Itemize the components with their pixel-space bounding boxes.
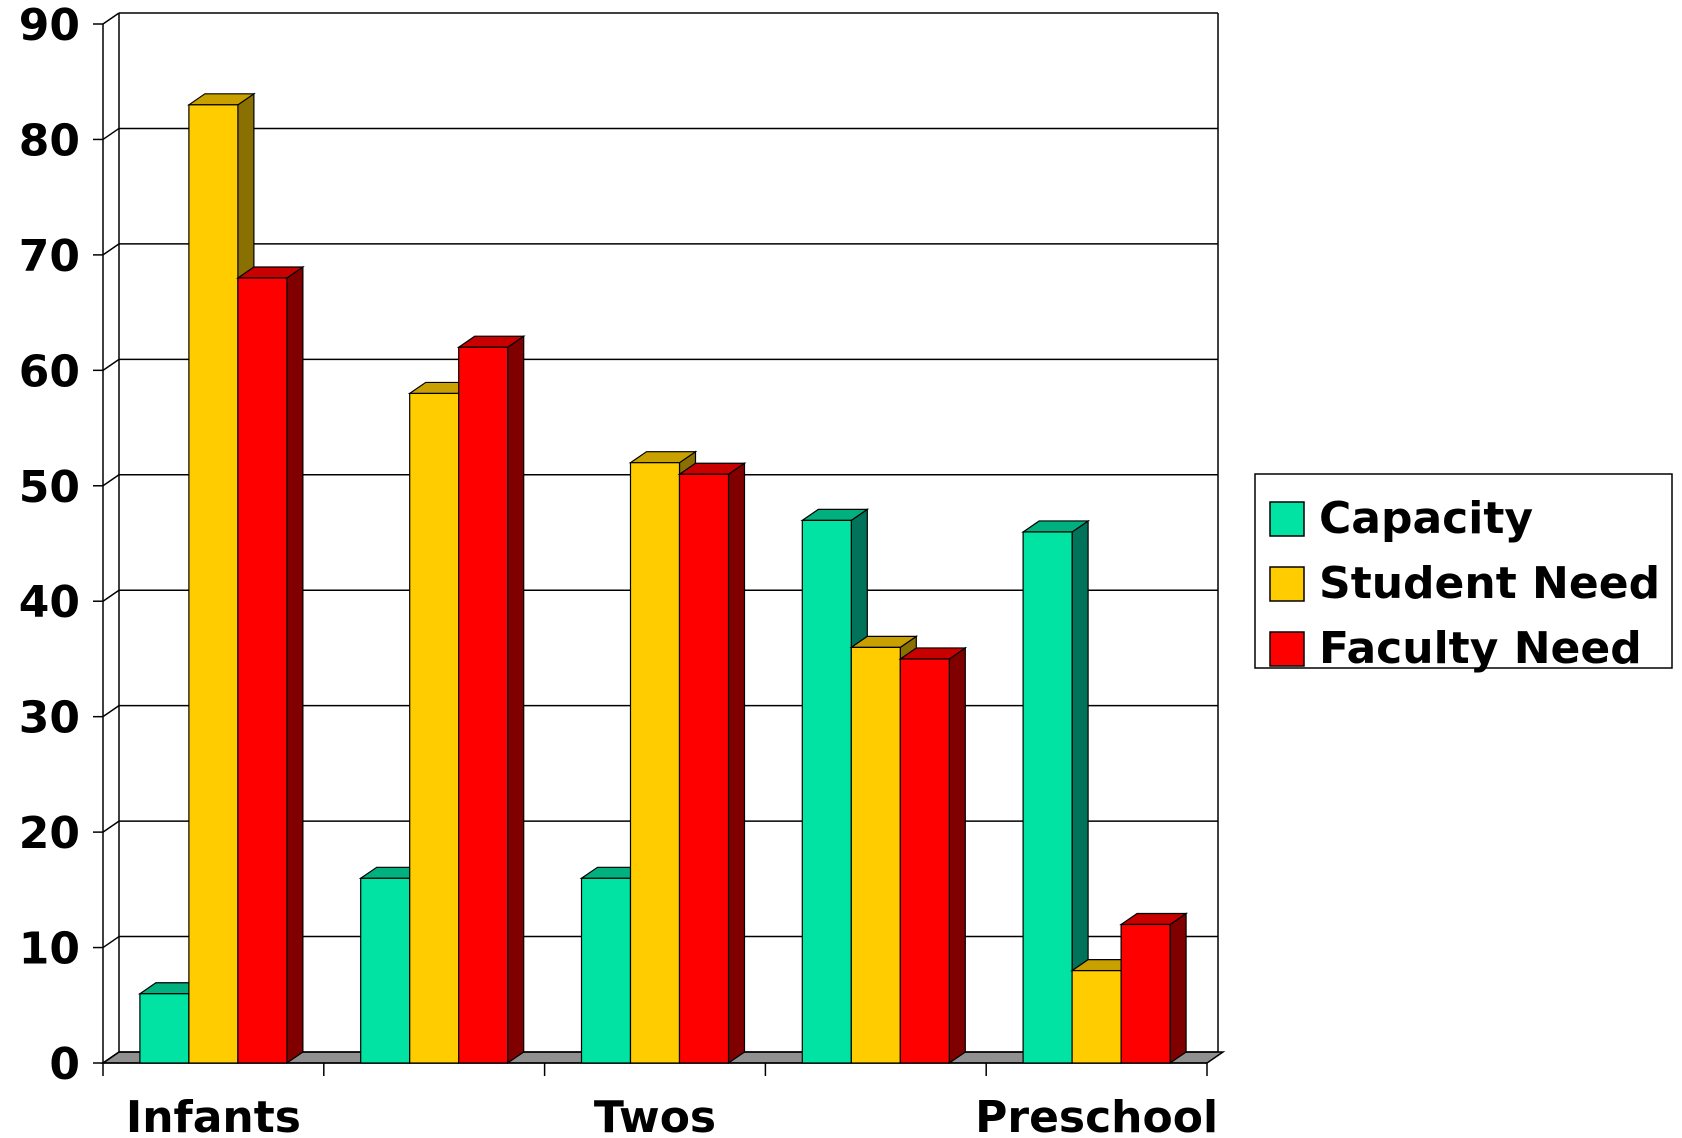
bar-front-face	[188, 104, 239, 1064]
gridline-side	[102, 820, 120, 833]
bars	[137, 92, 1189, 1065]
gridline-side	[102, 589, 120, 602]
chart-walls	[118, 13, 1219, 1052]
y-tick-label: 10	[19, 924, 80, 975]
y-axis-ticks: 0 10 20 30 40 50 60 70 80 90	[19, 0, 103, 1090]
bar-capacity	[1021, 519, 1091, 1065]
bar-faculty-need	[456, 335, 526, 1065]
bar-side-face	[1169, 912, 1187, 1065]
bar-front-face	[409, 392, 460, 1064]
gridline-side	[102, 1051, 120, 1064]
bar-side-face	[507, 335, 525, 1065]
bar-front-face	[139, 993, 190, 1064]
bar-front-face	[1120, 923, 1171, 1064]
x-axis-categories: Infants Twos Preschool	[126, 1092, 1218, 1138]
y-tick-label: 20	[19, 808, 80, 859]
bar-front-face	[899, 658, 950, 1064]
y-tick-label: 30	[19, 693, 80, 744]
bar-faculty-need	[677, 462, 747, 1065]
bar-front-face	[678, 473, 730, 1064]
bar-front-face	[801, 519, 852, 1064]
legend-swatch	[1269, 631, 1305, 667]
gridline-side	[102, 12, 120, 25]
gridline-side	[102, 705, 120, 718]
bar-front-face	[580, 877, 632, 1064]
gridline-side	[102, 127, 120, 141]
y-tick-label: 0	[49, 1039, 80, 1090]
bar-front-face	[458, 346, 509, 1064]
legend-swatch	[1269, 566, 1305, 602]
gridline-side	[102, 243, 120, 256]
legend-swatch	[1269, 501, 1305, 537]
legend-box	[1254, 473, 1673, 669]
bar-side-face	[727, 462, 746, 1065]
y-tick-label: 60	[19, 346, 80, 397]
bar-front-face	[237, 277, 288, 1064]
y-tick-label: 50	[19, 462, 80, 513]
bar-side-face	[948, 646, 966, 1065]
y-tick-label: 90	[19, 0, 80, 51]
legend-label: Faculty Need	[1319, 623, 1642, 674]
gridline-side	[102, 474, 120, 487]
bar-side-face	[286, 265, 304, 1065]
gridline-side	[102, 358, 120, 371]
y-tick-label: 70	[19, 231, 80, 282]
bar-front-face	[360, 877, 411, 1064]
bar-front-face	[1022, 531, 1073, 1064]
bar-faculty-need	[1119, 912, 1189, 1065]
gridline-side	[102, 935, 120, 949]
bar-front-face	[1071, 970, 1122, 1064]
y-tick-label: 80	[19, 115, 80, 166]
legend: Capacity Student Need Faculty Need	[1254, 473, 1673, 674]
x-category-label: Infants	[126, 1092, 301, 1138]
legend-label: Student Need	[1319, 558, 1660, 609]
bar-front-face	[850, 646, 901, 1064]
y-tick-label: 40	[19, 577, 80, 628]
legend-label: Capacity	[1319, 493, 1533, 544]
x-category-label: Twos	[594, 1092, 716, 1138]
x-category-label: Preschool	[975, 1092, 1218, 1138]
bar-front-face	[629, 462, 681, 1064]
bar-faculty-need	[898, 646, 968, 1065]
bar-faculty-need	[235, 265, 305, 1065]
